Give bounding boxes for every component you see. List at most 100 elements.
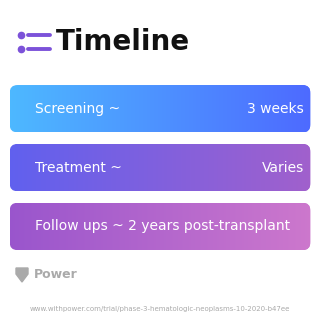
- Bar: [253, 85, 255, 132]
- Bar: [90, 203, 91, 250]
- Bar: [48, 203, 49, 250]
- Bar: [20, 203, 22, 250]
- Bar: [279, 85, 281, 132]
- Bar: [203, 144, 204, 191]
- Bar: [302, 85, 304, 132]
- Bar: [126, 203, 127, 250]
- Bar: [266, 144, 268, 191]
- Bar: [200, 85, 202, 132]
- Bar: [222, 85, 224, 132]
- Bar: [170, 85, 172, 132]
- Bar: [66, 144, 67, 191]
- Bar: [187, 203, 188, 250]
- Bar: [26, 85, 27, 132]
- Bar: [89, 144, 90, 191]
- Bar: [151, 144, 152, 191]
- Bar: [210, 203, 212, 250]
- Bar: [269, 144, 271, 191]
- Bar: [74, 203, 75, 250]
- Bar: [272, 203, 274, 250]
- Bar: [303, 144, 305, 191]
- Bar: [86, 144, 87, 191]
- Bar: [274, 144, 276, 191]
- Bar: [246, 144, 248, 191]
- Bar: [300, 85, 301, 132]
- Bar: [149, 85, 150, 132]
- Bar: [191, 203, 193, 250]
- Bar: [206, 144, 208, 191]
- Bar: [63, 203, 64, 250]
- Bar: [131, 85, 132, 132]
- Bar: [65, 85, 66, 132]
- Bar: [225, 144, 227, 191]
- Bar: [259, 144, 261, 191]
- Bar: [222, 203, 224, 250]
- Bar: [132, 203, 133, 250]
- Bar: [154, 85, 156, 132]
- Bar: [233, 85, 235, 132]
- Bar: [117, 203, 118, 250]
- Bar: [254, 85, 256, 132]
- Bar: [45, 144, 46, 191]
- Bar: [197, 203, 199, 250]
- Bar: [213, 203, 215, 250]
- Bar: [173, 85, 174, 132]
- Bar: [245, 144, 247, 191]
- Bar: [277, 85, 279, 132]
- Bar: [149, 144, 150, 191]
- Bar: [45, 203, 46, 250]
- Bar: [159, 85, 161, 132]
- Bar: [262, 85, 264, 132]
- Bar: [52, 144, 53, 191]
- Bar: [83, 85, 84, 132]
- Bar: [195, 144, 196, 191]
- Bar: [216, 203, 218, 250]
- Bar: [256, 144, 258, 191]
- Bar: [87, 85, 88, 132]
- Bar: [298, 203, 300, 250]
- Bar: [207, 85, 209, 132]
- Bar: [243, 203, 245, 250]
- Bar: [281, 85, 283, 132]
- Bar: [65, 203, 66, 250]
- Bar: [291, 144, 293, 191]
- Bar: [36, 85, 37, 132]
- Bar: [152, 144, 154, 191]
- Bar: [166, 203, 167, 250]
- Bar: [308, 85, 309, 132]
- Bar: [84, 203, 85, 250]
- Bar: [23, 203, 24, 250]
- Bar: [36, 144, 37, 191]
- Bar: [143, 203, 144, 250]
- Bar: [180, 203, 181, 250]
- Bar: [139, 85, 140, 132]
- Bar: [44, 203, 45, 250]
- Bar: [103, 144, 104, 191]
- Bar: [259, 85, 261, 132]
- Bar: [42, 203, 43, 250]
- Bar: [229, 203, 231, 250]
- Bar: [94, 85, 95, 132]
- Bar: [136, 85, 137, 132]
- Bar: [83, 144, 84, 191]
- Bar: [122, 144, 124, 191]
- Bar: [20, 144, 21, 191]
- Bar: [194, 144, 196, 191]
- Bar: [278, 85, 280, 132]
- Bar: [78, 85, 79, 132]
- Bar: [277, 144, 279, 191]
- Bar: [141, 144, 142, 191]
- Bar: [17, 144, 18, 191]
- Bar: [200, 203, 202, 250]
- Bar: [101, 203, 102, 250]
- Bar: [222, 144, 224, 191]
- Bar: [46, 203, 47, 250]
- Bar: [104, 203, 105, 250]
- Bar: [212, 144, 214, 191]
- Bar: [308, 144, 309, 191]
- Text: Treatment ~: Treatment ~: [35, 161, 122, 175]
- Bar: [261, 85, 263, 132]
- Bar: [34, 85, 35, 132]
- Bar: [208, 85, 210, 132]
- Bar: [280, 144, 282, 191]
